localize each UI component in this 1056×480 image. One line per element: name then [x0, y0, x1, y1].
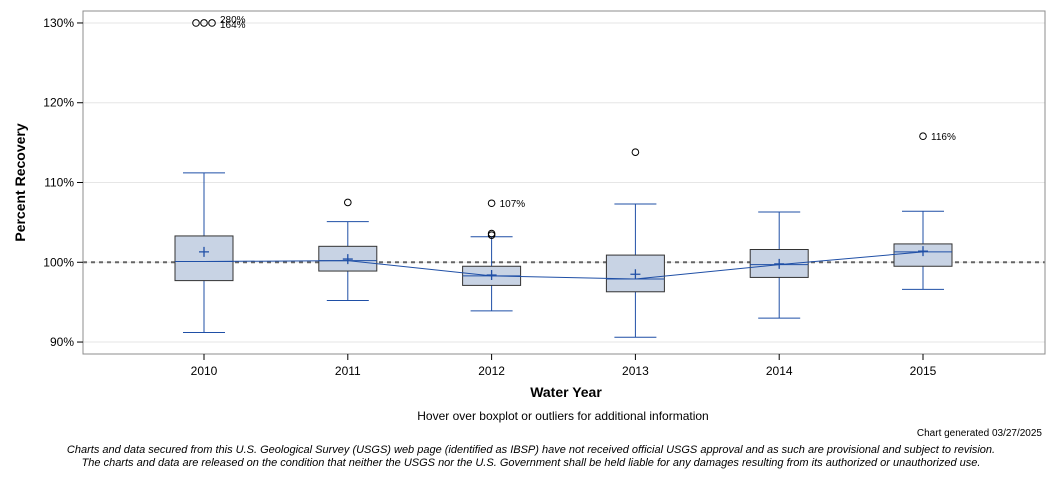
y-axis-title: Percent Recovery	[12, 123, 28, 242]
outlier-2012-6[interactable]	[487, 231, 496, 239]
mean-marker-2010	[199, 246, 209, 257]
box-2010[interactable]	[174, 172, 234, 333]
outlier-label-2012-2: 107%	[500, 199, 526, 210]
outlier-label-2015-3: 116%	[931, 132, 956, 143]
outlier-2010-2[interactable]	[208, 19, 216, 27]
mean-marker-2015	[918, 246, 928, 257]
x-tick-label-2013: 2013	[622, 364, 649, 378]
median-connect-line	[203, 251, 924, 280]
box-2013[interactable]	[605, 203, 665, 338]
box-2014[interactable]	[749, 211, 809, 319]
y-tick-label-110: 110%	[44, 176, 74, 190]
x-axis-title: Water Year	[530, 384, 602, 400]
y-tick-label-100: 100%	[43, 255, 74, 269]
box-layer[interactable]	[174, 172, 953, 338]
outlier-2012-4[interactable]	[487, 199, 496, 208]
grid-layer	[83, 22, 1045, 343]
outlier-label-2010-1: 164%	[220, 20, 246, 31]
outlier-2010-0[interactable]	[192, 19, 200, 27]
outlier-2013-7[interactable]	[631, 148, 640, 156]
boxplot-chart: 280%164% 107% 116% 90% 100% 110% 120% 130% 201…	[12, 10, 1046, 400]
disclaimer-line-1: Charts and data secured from this U.S. G…	[66, 444, 996, 456]
outlier-layer[interactable]: 280%164% 107% 116%	[192, 15, 956, 239]
x-tick-label-2011: 2011	[335, 364, 361, 378]
x-tick-label-2010: 2010	[191, 364, 218, 378]
mean-marker-2011	[342, 254, 353, 265]
outlier-2015-8[interactable]	[919, 132, 927, 141]
outlier-2010-1[interactable]	[200, 19, 208, 27]
y-tick-label-120: 120%	[43, 96, 74, 110]
y-tick-label-130: 130%	[43, 16, 74, 30]
iqr-box-2010[interactable]	[174, 235, 234, 282]
hover-note: Hover over boxplot or outliers for addit…	[417, 409, 709, 423]
outlier-2011-3[interactable]	[344, 198, 352, 207]
chart-generated-date: Chart generated 03/27/2025	[916, 428, 1042, 439]
x-tick-label-2014: 2014	[766, 364, 793, 378]
disclaimer-line-2: The charts and data are released on the …	[81, 457, 981, 469]
x-tick-label-2012: 2012	[478, 364, 505, 378]
outlier-label-2010-0: 280%	[220, 15, 246, 26]
x-tick-label-2015: 2015	[910, 364, 937, 378]
x-axis-ticks: 2010 2011 2012 2013 2014 2015	[191, 354, 937, 378]
mean-marker-2013	[630, 269, 641, 280]
box-2015[interactable]	[893, 210, 953, 290]
y-axis-ticks: 90% 100% 110% 120% 130%	[43, 16, 83, 349]
y-tick-label-90: 90%	[50, 335, 74, 349]
